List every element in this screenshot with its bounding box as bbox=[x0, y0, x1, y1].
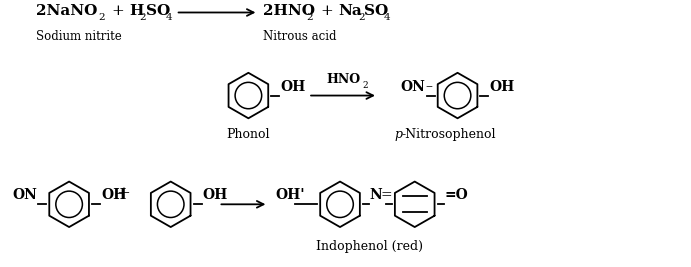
Text: OH: OH bbox=[281, 80, 305, 93]
Text: Na: Na bbox=[338, 5, 362, 18]
Text: +: + bbox=[320, 5, 333, 18]
Text: 2: 2 bbox=[358, 13, 365, 22]
Text: SO: SO bbox=[146, 5, 170, 18]
Text: N: N bbox=[370, 188, 383, 202]
Text: 2: 2 bbox=[98, 13, 104, 22]
Text: ON: ON bbox=[401, 80, 426, 93]
Text: Sodium nitrite: Sodium nitrite bbox=[36, 30, 122, 43]
Text: Nitrous acid: Nitrous acid bbox=[263, 30, 337, 43]
Text: +: + bbox=[111, 5, 124, 18]
Text: Indophenol (red): Indophenol (red) bbox=[316, 240, 424, 253]
Text: OH: OH bbox=[489, 80, 515, 93]
Text: OH: OH bbox=[202, 188, 228, 202]
Text: 2NaNO: 2NaNO bbox=[36, 5, 97, 18]
Text: =O: =O bbox=[444, 188, 468, 202]
Text: =: = bbox=[381, 188, 392, 202]
Text: OH': OH' bbox=[275, 188, 305, 202]
Text: 4: 4 bbox=[384, 13, 390, 22]
Text: –: – bbox=[426, 80, 433, 93]
Text: 2: 2 bbox=[306, 13, 313, 22]
Text: SO: SO bbox=[364, 5, 388, 18]
Text: HNO: HNO bbox=[326, 73, 360, 86]
Text: OH: OH bbox=[101, 188, 126, 202]
Text: -Nitrosophenol: -Nitrosophenol bbox=[401, 128, 496, 141]
Text: p: p bbox=[395, 128, 403, 141]
Text: Phonol: Phonol bbox=[227, 128, 270, 141]
Text: 2: 2 bbox=[139, 13, 146, 22]
Text: 2: 2 bbox=[363, 81, 368, 90]
Text: +: + bbox=[116, 185, 130, 202]
Text: ON: ON bbox=[12, 188, 37, 202]
Text: 4: 4 bbox=[166, 13, 172, 22]
Text: 2HNO: 2HNO bbox=[263, 5, 315, 18]
Text: H: H bbox=[129, 5, 143, 18]
